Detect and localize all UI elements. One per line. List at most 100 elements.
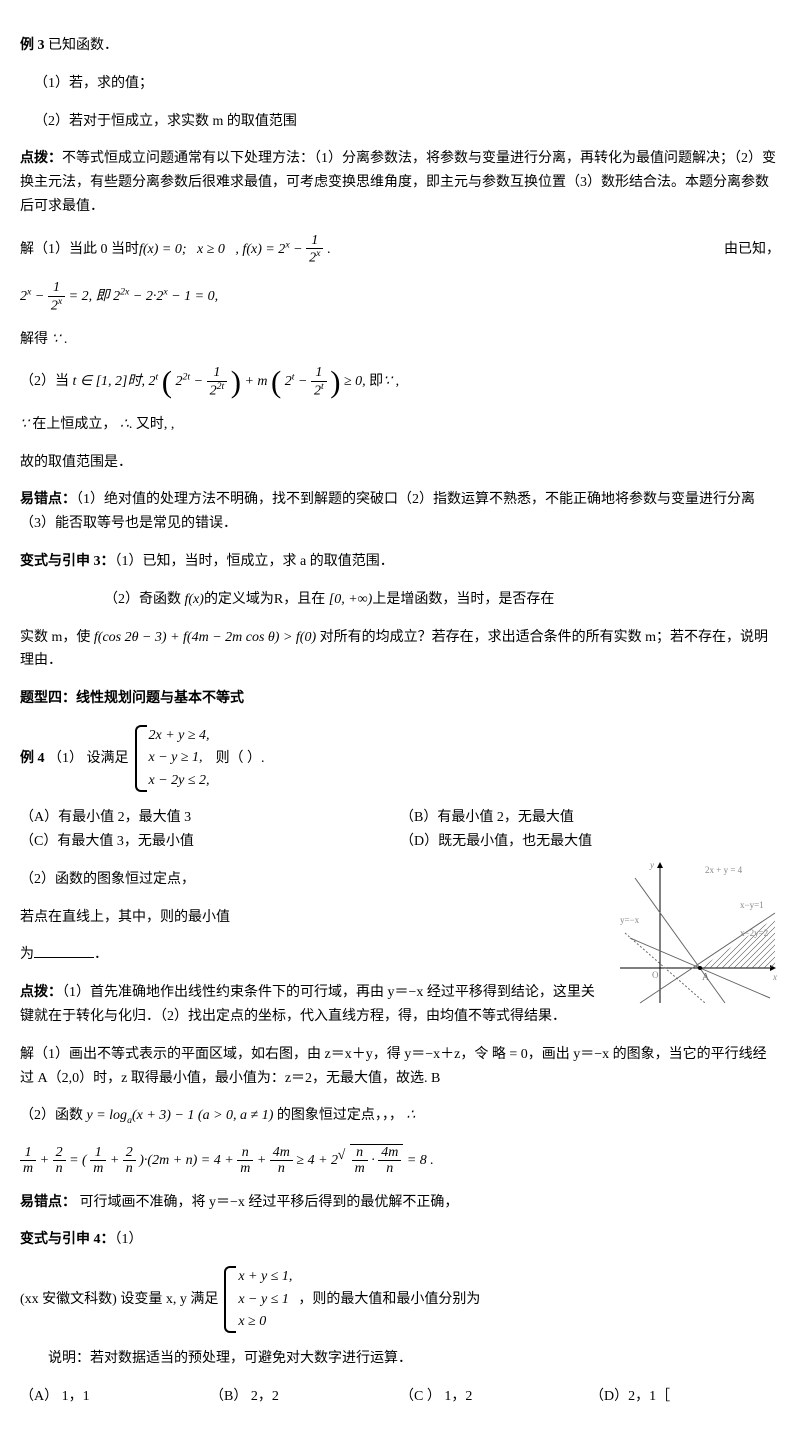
ex3-title-line: 例 3 已知函数．: [20, 34, 780, 58]
sys2-r1: x + y ≤ 1,: [238, 1266, 292, 1288]
ex3-intro: 已知函数．: [48, 38, 118, 53]
ex4-title: 例 4: [20, 751, 45, 766]
ex4-var1: （1）: [115, 1232, 143, 1247]
ex3-conc: ∵ 在上恒成立， ∴. 又时, ,: [20, 413, 780, 437]
fx0: f(x) = 0; x ≥ 0 , f(x) = 2x −: [139, 242, 306, 257]
ex4-sol2: （2）函数 y = loga(x + 3) − 1 (a > 0, a ≠ 1)…: [20, 1104, 780, 1129]
ex4-err: 易错点： 可行域画不准确，将 y＝−x 经过平移后得到的最优解不正确，: [20, 1191, 780, 1215]
ex4-then: 则（ ）.: [216, 747, 265, 771]
ex4-var: 变式与引申 4：（1）: [20, 1228, 780, 1252]
optD: （D）既无最小值，也无最大值: [400, 830, 780, 854]
sys2-r3: x ≥ 0: [238, 1311, 292, 1333]
sys-r2: x − y ≥ 1,: [149, 747, 210, 769]
lp-diagram: x y O A 2x + y = 4 y=−x x−y=1 x−2y=2: [610, 858, 780, 1008]
q2d-t: ．: [94, 947, 108, 962]
sys2-r2: x − y ≤ 1: [238, 1289, 292, 1311]
sec4-title: 题型四：线性规划问题与基本不等式: [20, 687, 780, 711]
optB: （B）有最小值 2，无最大值: [400, 806, 780, 830]
sys-r1: 2x + y ≥ 4,: [149, 725, 210, 747]
ex4-q1-text: （1） 设满足: [48, 751, 129, 766]
svg-text:O: O: [652, 970, 659, 980]
ex4-err-text: 可行域画不准确，将 y＝−x 经过平移后得到的最优解不正确，: [76, 1195, 458, 1210]
ex3-err: 易错点：（1）绝对值的处理方法不明确，找不到解题的突破口（2）指数运算不熟悉，不…: [20, 488, 780, 536]
ex4-var-label: 变式与引申 4：: [20, 1232, 115, 1247]
var2d: 实数 m，使: [20, 630, 90, 645]
blank-ans[interactable]: [34, 957, 94, 958]
frac1: 12x: [306, 233, 323, 266]
eq2t: 解得: [20, 332, 48, 347]
p2a: （2）当: [20, 374, 69, 389]
ex4-choices: （A）有最小值 2，最大值 3 （B）有最小值 2，无最大值 （C）有最大值 3…: [20, 806, 780, 854]
var2b: 的定义域为R，且在: [204, 592, 325, 607]
sys-r3: x − 2y ≤ 2,: [149, 770, 210, 792]
optA: （A）有最小值 2，最大值 3: [20, 806, 400, 830]
err-text: （1）绝对值的处理方法不明确，找不到解题的突破口（2）指数运算不熟悉，不能正确地…: [20, 492, 755, 531]
cB: （B） 2，2: [210, 1385, 400, 1409]
ex3-eq2: 解得 ∵ .: [20, 328, 780, 352]
f2: 2n: [53, 1145, 66, 1177]
inner1: 22t −: [175, 374, 206, 389]
hint-text: 不等式恒成立问题通常有以下处理方法：（1）分离参数法，将参数与变量进行分离，再转…: [20, 151, 776, 214]
d-l4: x−2y=2: [740, 928, 768, 938]
conc-t: 在上恒成立，: [32, 417, 116, 432]
system2: x + y ≤ 1, x − y ≤ 1 x ≥ 0: [224, 1266, 292, 1333]
p2-range: t ∈ [1, 2]时, 2t: [73, 374, 159, 389]
d-l3: x−y=1: [740, 900, 764, 910]
ex3-title: 例 3: [20, 38, 45, 53]
f6: 4mn: [270, 1145, 293, 1177]
rp1: ): [231, 370, 241, 395]
sol1-left: 解（1）当此 0 当时f(x) = 0; x ≥ 0 , f(x) = 2x −…: [20, 233, 330, 266]
anhui-post: ，则的最大值和最小值分别为: [298, 1288, 480, 1312]
log-fn: y = loga(x + 3) − 1 (a > 0, a ≠ 1): [87, 1108, 277, 1123]
conc2-t: 又时, ,: [136, 417, 175, 432]
lp2: (: [271, 370, 281, 395]
anhui-choices: （A） 1，1 （B） 2，2 （C ） 1，2 （D）2，1［: [20, 1385, 780, 1409]
d-l1: 2x + y = 4: [705, 865, 743, 875]
ex3-hint: 点拨：不等式恒成立问题通常有以下处理方法：（1）分离参数法，将参数与变量进行分离…: [20, 147, 780, 218]
page: 例 3 已知函数． （1）若，求的值； （2）若对于恒成立，求实数 m 的取值范…: [0, 0, 800, 1429]
ex3-conc3: 故的取值范围是．: [20, 451, 780, 475]
note: 说明：若对数据适当的预处理，可避免对大数字进行运算．: [20, 1347, 780, 1371]
sol1a: 解（1）当此 0 当时: [20, 242, 139, 257]
ex3-q2: （2）若对于恒成立，求实数 m 的取值范围: [20, 110, 780, 134]
f5: nm: [237, 1145, 253, 1177]
sol2b: 的图象恒过定点，，，: [277, 1108, 403, 1123]
sqrt1: nm · 4mn: [342, 1144, 404, 1177]
hint-label: 点拨：: [20, 151, 62, 166]
var-label: 变式与引申 3：: [20, 554, 115, 569]
system1: 2x + y ≥ 4, x − y ≥ 1, x − 2y ≤ 2,: [135, 725, 210, 792]
svg-text:y: y: [649, 860, 654, 870]
ex3-q1: （1）若，求的值；: [20, 72, 780, 96]
var2c: 上是增函数，当时，是否存在: [372, 592, 554, 607]
optC: （C）有最大值 3，无最小值: [20, 830, 400, 854]
eq1-math: 2x −: [20, 289, 48, 304]
ex3-var2b: 实数 m，使 f(cos 2θ − 3) + f(4m − 2m cos θ) …: [20, 626, 780, 674]
err-label: 易错点：: [20, 492, 76, 507]
var2a: （2）奇函数: [104, 592, 181, 607]
ex4-sol1: 解（1）画出不等式表示的平面区域，如右图，由 z＝x＋y，得 y＝−x＋z，令 …: [20, 1043, 780, 1091]
fx-def: f(x): [185, 592, 204, 607]
f1: 1m: [20, 1145, 36, 1177]
fcos: f(cos 2θ − 3) + f(4m − 2m cos θ) > f(0): [94, 630, 320, 645]
amgm: 1m + 2n = ( 1m + 2n )·(2m + n) = 4 + nm …: [20, 1144, 780, 1177]
f4: 2n: [123, 1145, 136, 1177]
lp1: (: [162, 370, 172, 395]
frac2: 12x: [48, 280, 65, 313]
var1-text: （1）已知，当时，恒成立，求 a 的取值范围．: [115, 554, 394, 569]
ex4-err-label: 易错点：: [20, 1195, 76, 1210]
sol1b: 由已知，: [724, 238, 780, 262]
ex3-part2: （2）当 t ∈ [1, 2]时, 2t ( 22t − 122t ) + m …: [20, 365, 780, 398]
d-l2: y=−x: [620, 915, 640, 925]
ex4-hint-label: 点拨：: [20, 985, 62, 1000]
pt-A: A: [702, 972, 710, 983]
plus-m: + m: [244, 374, 267, 389]
interval: [0, +∞): [329, 592, 373, 607]
anhui: (xx 安徽文科数) 设变量 x, y 满足 x + y ≤ 1, x − y …: [20, 1266, 780, 1333]
ex4-q1: 例 4 （1） 设满足 2x + y ≥ 4, x − y ≥ 1, x − 2…: [20, 725, 780, 792]
cA: （A） 1，1: [20, 1385, 210, 1409]
rp2: ): [330, 370, 340, 395]
sol2a: （2）函数: [20, 1108, 83, 1123]
svg-text:x: x: [772, 972, 777, 982]
ex4-hint-text: （1）首先准确地作出线性约束条件下的可行域，再由 y＝−x 经过平移得到结论，这…: [20, 985, 595, 1024]
ge0: ≥ 0,: [344, 374, 369, 389]
